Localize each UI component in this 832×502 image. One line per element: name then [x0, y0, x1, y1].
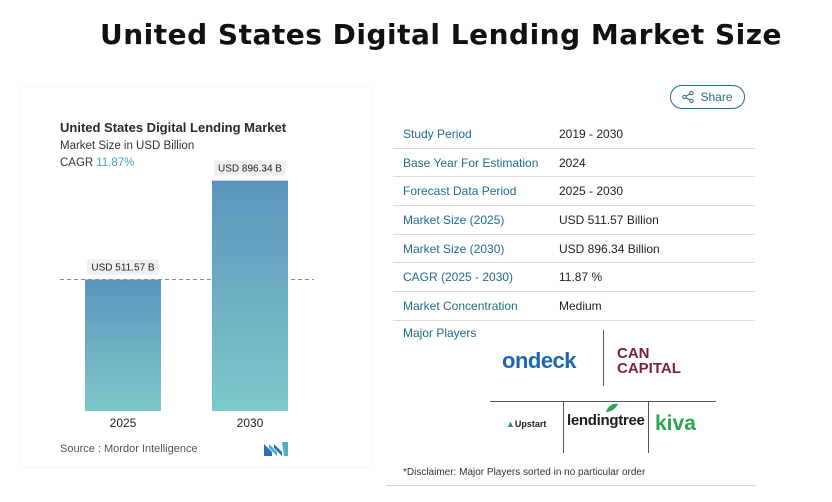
players-divider	[490, 401, 716, 402]
cancapital-line1: CAN	[617, 345, 650, 362]
data-label-bg-2030	[214, 160, 286, 176]
disclaimer-text: *Disclaimer: Major Players sorted in no …	[403, 467, 646, 478]
kiva-logo: kiva	[655, 412, 696, 435]
upstart-label: Upstart	[514, 419, 547, 429]
cancapital-logo: CAN CAPITAL	[617, 346, 697, 376]
row-key: Base Year For Estimation	[403, 155, 539, 170]
players-divider	[563, 401, 564, 453]
chart-title: United States Digital Lending Market	[60, 120, 287, 135]
bottom-divider	[386, 485, 756, 486]
row-value: USD 896.34 Billion	[559, 241, 660, 256]
bar-2025	[85, 279, 161, 411]
lendingtree-leaf-icon	[606, 403, 618, 412]
chart-subtitle: Market Size in USD Billion	[60, 140, 195, 152]
row-value: Medium	[559, 298, 602, 313]
cagr-value: 11.87%	[96, 157, 135, 169]
row-value: 2024	[559, 155, 586, 170]
row-key: CAGR (2025 - 2030)	[403, 270, 514, 285]
players-divider	[603, 330, 604, 386]
lendingtree-label: lendingtree	[567, 412, 645, 429]
table-row: CAGR (2025 - 2030) 11.87 %	[393, 263, 755, 293]
upstart-logo: ▲Upstart	[506, 419, 546, 429]
table-row: Market Concentration Medium	[393, 292, 755, 321]
bar-2030	[212, 180, 288, 411]
table-row: Forecast Data Period 2025 - 2030	[393, 177, 755, 207]
mordor-logo-icon	[264, 442, 288, 456]
chart-svg: USD 511.57 B 2025 USD 896.34 B 2030	[60, 160, 314, 430]
source-text: Source : Mordor Intelligence	[60, 443, 198, 455]
lendingtree-logo: lendingtree	[567, 403, 645, 429]
row-value: 2025 - 2030	[559, 184, 624, 199]
row-value: 2019 - 2030	[559, 126, 624, 141]
players-divider	[648, 401, 649, 453]
data-label-bg-2025	[87, 259, 159, 275]
row-key: Market Concentration	[403, 298, 518, 313]
row-key: Forecast Data Period	[403, 184, 517, 199]
chart-cagr: CAGR 11.87%	[60, 157, 134, 169]
row-key: Study Period	[403, 126, 472, 141]
data-label-2025: USD 511.57 B	[91, 263, 155, 274]
table-row: Study Period 2019 - 2030	[393, 120, 755, 149]
share-icon	[682, 91, 695, 103]
table-row: Market Size (2025) USD 511.57 Billion	[393, 206, 755, 235]
market-summary-table: Study Period 2019 - 2030 Base Year For Es…	[393, 120, 755, 321]
row-value: USD 511.57 Billion	[559, 212, 659, 227]
cancapital-line2: CAPITAL	[617, 360, 681, 377]
x-tick-label-2025: 2025	[110, 416, 137, 430]
page-title: United States Digital Lending Market Siz…	[99, 18, 782, 51]
chart-card: USD 511.57 B 2025 USD 896.34 B 2030 United …	[22, 88, 370, 466]
share-label: Share	[700, 90, 733, 104]
upstart-arrow-icon: ▲	[506, 419, 515, 429]
row-key: Market Size (2025)	[403, 212, 505, 227]
row-value: 11.87 %	[559, 270, 603, 285]
table-row: Base Year For Estimation 2024	[393, 149, 755, 178]
table-row: Market Size (2030) USD 896.34 Billion	[393, 235, 755, 264]
x-tick-label-2030: 2030	[237, 416, 264, 430]
major-players-label: Major Players	[403, 326, 477, 340]
row-key: Market Size (2030)	[403, 241, 505, 256]
share-button[interactable]: Share	[670, 85, 745, 109]
data-label-2030: USD 896.34 B	[218, 164, 282, 175]
ondeck-logo: ondeck	[502, 348, 577, 373]
cagr-label: CAGR	[60, 157, 94, 169]
